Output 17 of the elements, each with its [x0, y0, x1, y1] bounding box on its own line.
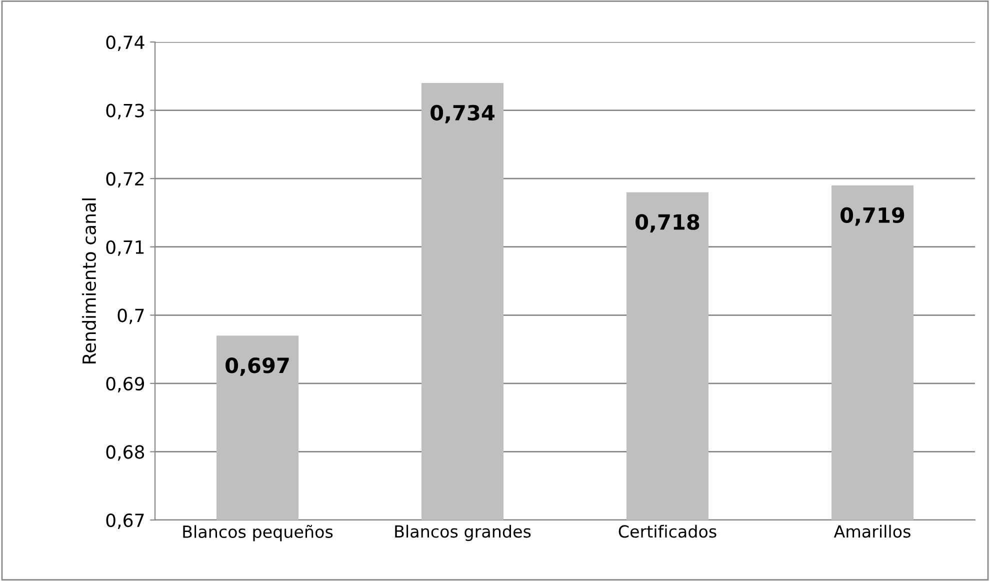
y-tick-label: 0,74: [106, 35, 144, 51]
y-tick-label: 0,68: [106, 445, 144, 461]
y-tick-label: 0,73: [106, 104, 144, 120]
x-tick-label: Certificados: [618, 524, 716, 538]
y-tick-label: 0,69: [106, 376, 144, 392]
x-tick-label: Blancos pequeños: [183, 524, 333, 542]
data-label: 0,697: [226, 358, 289, 376]
y-tick-label: 0,7: [118, 308, 144, 324]
data-label: 0,718: [636, 214, 700, 233]
data-label: 0,734: [430, 104, 494, 124]
x-tick-label: Amarillos: [834, 524, 910, 538]
y-tick-label: 0,67: [106, 513, 144, 529]
y-tick-label: 0,71: [106, 240, 144, 256]
y-axis-title: Rendimiento canal: [82, 198, 96, 364]
data-label: 0,719: [840, 207, 904, 226]
x-tick-label: Blancos grandes: [395, 524, 531, 541]
y-tick-label: 0,72: [106, 172, 144, 188]
